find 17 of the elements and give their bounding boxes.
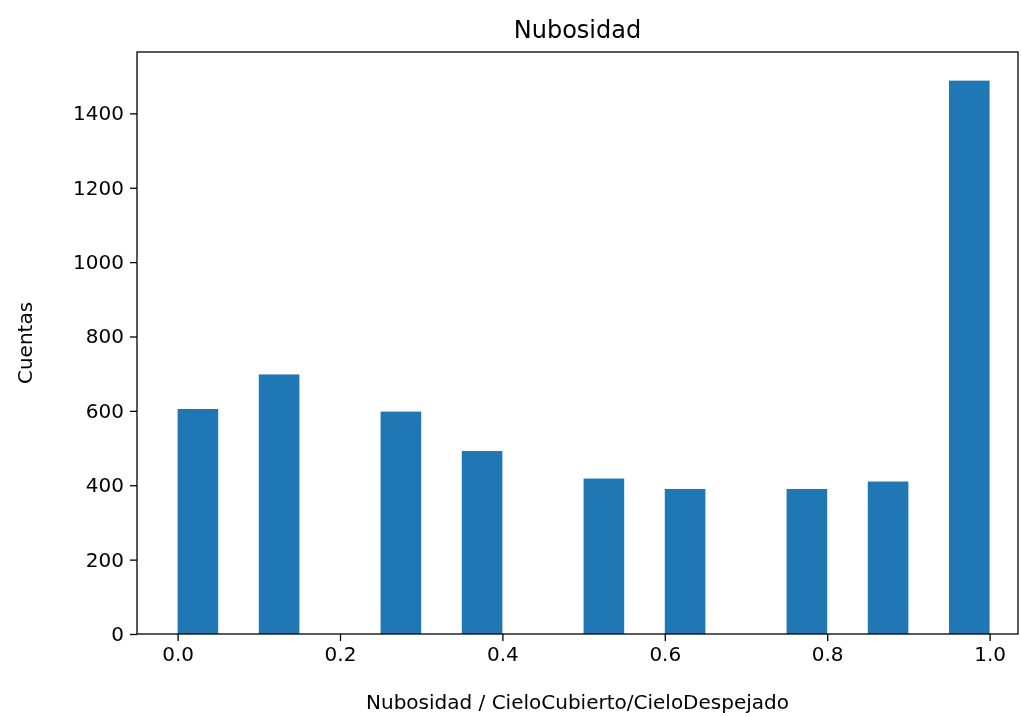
y-tick-label: 600 (85, 398, 124, 423)
y-tick-label: 800 (85, 324, 124, 349)
y-tick-label: 200 (85, 547, 124, 572)
y-tick-label: 1400 (73, 101, 124, 126)
y-tick-label: 400 (85, 473, 124, 498)
x-tick-label: 0.4 (486, 642, 519, 667)
x-tick-label: 0.6 (649, 642, 682, 667)
x-tick-label: 0.8 (811, 642, 844, 667)
y-tick-label: 1000 (73, 250, 124, 275)
x-tick-label: 0.2 (324, 642, 357, 667)
x-tick-label: 1.0 (974, 642, 1006, 667)
x-axis-title: Nubosidad / CieloCubierto/CieloDespejado (366, 690, 789, 714)
y-axis-title: Cuentas (13, 301, 37, 385)
chart-title: Nubosidad (513, 16, 642, 44)
y-tick-label: 1200 (73, 175, 124, 200)
x-tick-label: 0.0 (162, 642, 195, 667)
y-tick-label: 0 (111, 621, 124, 646)
